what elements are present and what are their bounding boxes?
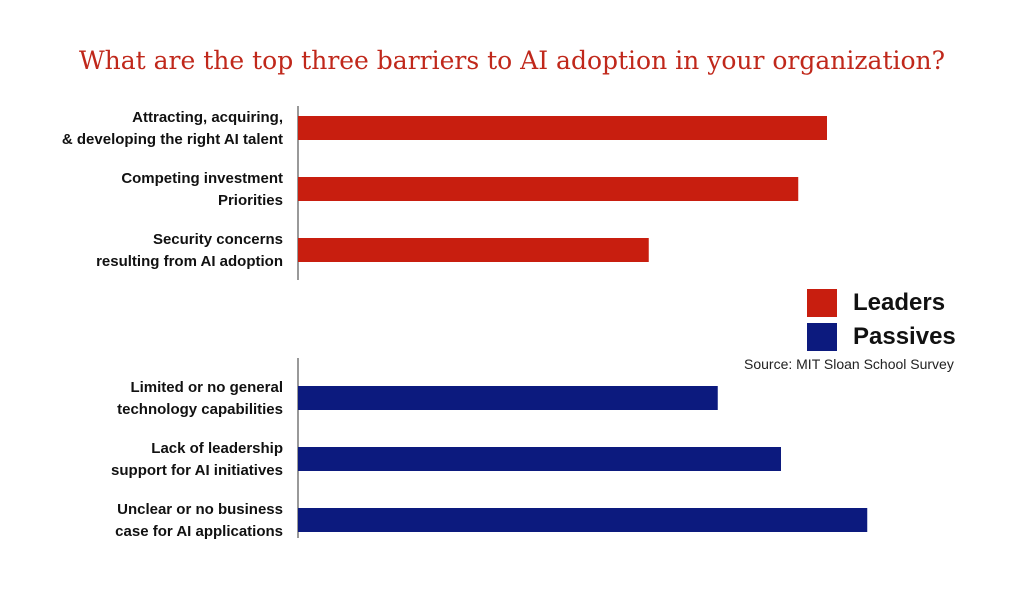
category-label-leaders-1-line1: Priorities [218, 192, 283, 209]
category-label-passives-1-line0: Lack of leadership [151, 440, 283, 457]
bar-passives-2 [298, 508, 868, 532]
category-label-passives-0-line1: technology capabilities [117, 401, 283, 418]
category-label-passives-1-line1: support for AI initiatives [111, 462, 283, 479]
legend-label-leaders: Leaders [853, 289, 946, 316]
category-label-leaders-0-line1: & developing the right AI talent [62, 131, 283, 148]
bar-leaders-1 [298, 177, 799, 201]
chart-title: What are the top three barriers to AI ad… [78, 46, 946, 75]
legend-item-passives: Passives [807, 320, 956, 354]
chart-marks: Attracting, acquiring, & developing the r… [62, 106, 868, 540]
bar-leaders-0 [298, 116, 827, 140]
bar-passives-0 [298, 386, 718, 410]
legend-item-leaders: Leaders [807, 286, 956, 320]
bar-passives-1 [298, 447, 781, 471]
category-label-passives-0-line0: Limited or no general [130, 379, 283, 396]
category-label-passives-2-line1: case for AI applications [115, 523, 283, 540]
category-label-leaders-2-line0: Security concerns [153, 231, 283, 248]
category-label-passives-2-line0: Unclear or no business [117, 501, 283, 518]
legend-label-passives: Passives [853, 323, 956, 350]
category-label-leaders-2-line1: resulting from AI adoption [96, 253, 283, 270]
bar-leaders-2 [298, 238, 649, 262]
category-label-leaders-1-line0: Competing investment [121, 170, 283, 187]
category-label-leaders-0-line0: Attracting, acquiring, [132, 109, 283, 126]
legend-swatch-passives [807, 323, 837, 351]
legend-swatch-leaders [807, 289, 837, 317]
source-note: Source: MIT Sloan School Survey [744, 356, 954, 372]
legend: Leaders Passives [807, 286, 956, 354]
